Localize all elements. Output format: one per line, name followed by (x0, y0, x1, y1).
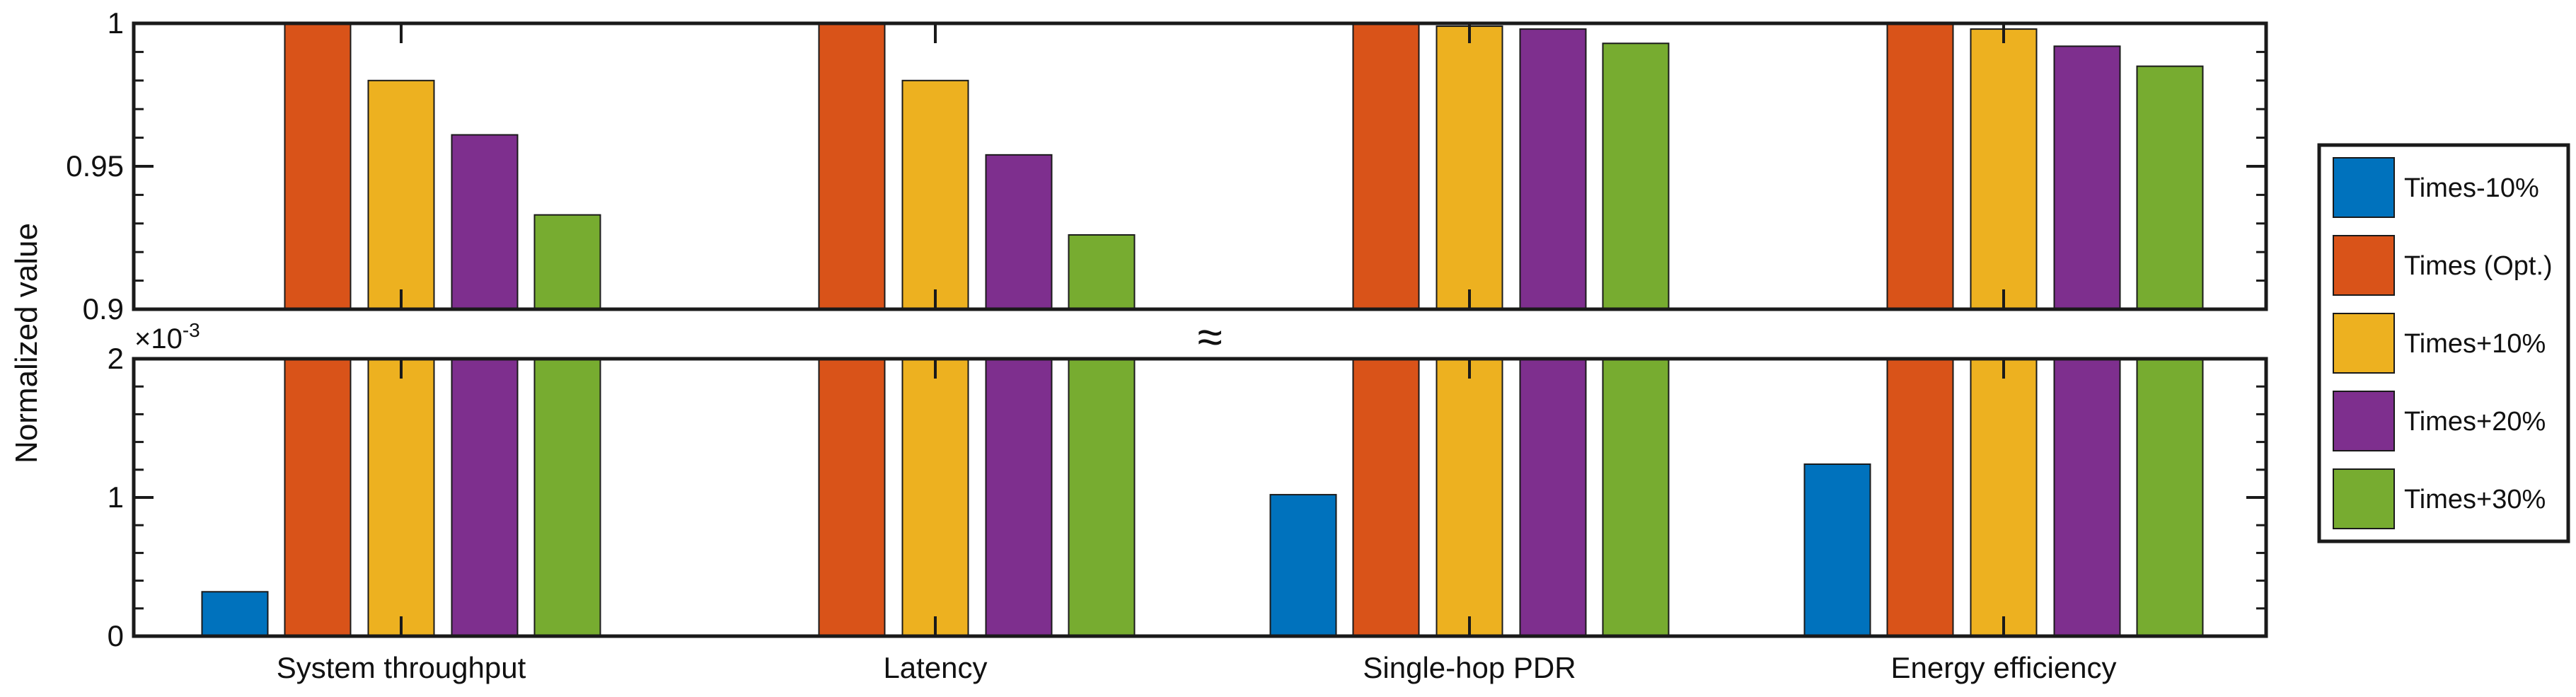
bar-upper-1-1 (818, 23, 886, 309)
legend-entry-label: Times+30% (2404, 485, 2546, 514)
bar-lower-1-2 (1352, 359, 1420, 636)
legend-swatch (2333, 313, 2395, 374)
bar-upper-2-3 (1970, 28, 2038, 309)
legend-entry-label: Times (Opt.) (2404, 251, 2553, 281)
bar-lower-2-2 (1436, 359, 1503, 636)
lower-plot-panel: 0 1 2 (108, 342, 2268, 652)
bar-lower-0-2 (1269, 494, 1337, 636)
scale-multiplier-label: ×10-3 (134, 319, 200, 355)
bar-upper-3-2 (1519, 28, 1587, 309)
x-category-label: Single-hop PDR (1363, 651, 1576, 684)
bar-lower-3-3 (2053, 359, 2121, 636)
bar-upper-4-2 (1602, 42, 1670, 309)
y-axis-title: Normalized value (9, 223, 44, 463)
legend-swatch (2333, 235, 2395, 296)
y-tick-label-lower: 2 (108, 342, 124, 375)
y-tick-label-upper: 1 (108, 6, 124, 40)
legend-entry-label: Times+10% (2404, 329, 2546, 359)
bar-lower-0-0 (201, 591, 269, 636)
legend-swatch (2333, 468, 2395, 529)
bar-lower-4-2 (1602, 359, 1670, 636)
x-category-label: System throughput (277, 651, 526, 684)
y-tick-label-upper: 0.95 (66, 149, 124, 183)
category-labels: System throughput Latency Single-hop PDR En… (277, 651, 2117, 684)
bar-upper-4-1 (1068, 234, 1136, 309)
bar-lower-1-3 (1886, 359, 1954, 636)
bar-upper-4-3 (2136, 65, 2204, 309)
bar-upper-1-0 (284, 23, 352, 309)
bar-upper-2-1 (901, 79, 969, 309)
bar-lower-4-0 (533, 359, 601, 636)
upper-plot-panel: 0.9 0.95 1 (66, 6, 2268, 326)
bar-lower-2-0 (367, 359, 435, 636)
legend-swatch (2333, 391, 2395, 451)
bar-upper-3-0 (451, 134, 519, 309)
bar-lower-4-1 (1068, 359, 1136, 636)
bar-upper-1-2 (1352, 23, 1420, 309)
bar-upper-3-3 (2053, 45, 2121, 309)
lower-bars (201, 359, 2204, 636)
x-category-label: Energy efficiency (1890, 651, 2116, 684)
axis-break-symbol: ≈ (1197, 311, 1222, 362)
bar-lower-3-1 (985, 359, 1053, 636)
bar-upper-3-1 (985, 154, 1053, 309)
bar-lower-1-1 (818, 359, 886, 636)
bar-lower-3-0 (451, 359, 519, 636)
legend-entry-label: Times-10% (2404, 173, 2539, 203)
upper-bars (284, 23, 2204, 309)
bar-lower-4-3 (2136, 359, 2204, 636)
legend: Times-10% Times (Opt.) Times+10% Times+20% T… (2317, 143, 2570, 543)
bar-lower-0-3 (1803, 463, 1871, 636)
bar-lower-2-3 (1970, 359, 2038, 636)
bar-lower-2-1 (901, 359, 969, 636)
y-tick-label-lower: 1 (108, 480, 124, 514)
bar-upper-2-2 (1436, 25, 1503, 309)
x-category-label: Latency (883, 651, 987, 684)
lower-axes-frame (132, 357, 2268, 638)
upper-axes-frame (132, 21, 2268, 311)
bar-lower-1-0 (284, 359, 352, 636)
legend-entry-label: Times+20% (2404, 407, 2546, 437)
bar-upper-4-0 (533, 214, 601, 309)
bar-lower-3-2 (1519, 359, 1587, 636)
y-tick-label-upper: 0.9 (83, 292, 124, 326)
y-tick-label-lower: 0 (108, 619, 124, 652)
bar-upper-1-3 (1886, 23, 1954, 309)
legend-swatch (2333, 157, 2395, 218)
bar-upper-2-0 (367, 79, 435, 309)
